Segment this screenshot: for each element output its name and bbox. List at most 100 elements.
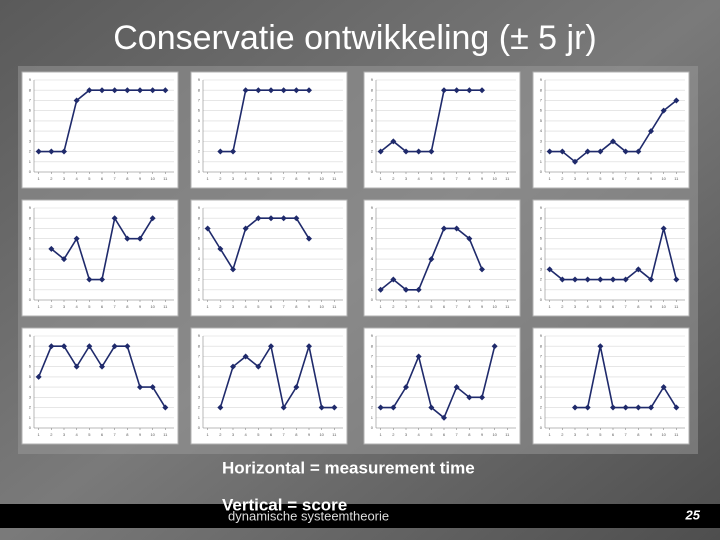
x-tick-label: 5 xyxy=(430,176,433,181)
y-tick-label: 7 xyxy=(371,354,374,359)
data-point xyxy=(377,286,384,293)
y-tick-label: 7 xyxy=(29,226,32,231)
data-point xyxy=(441,225,447,232)
y-tick-label: 9 xyxy=(198,205,201,210)
x-tick-label: 5 xyxy=(88,432,91,437)
y-tick-label: 9 xyxy=(198,77,201,82)
x-tick-label: 10 xyxy=(150,176,155,181)
x-tick-label: 11 xyxy=(163,176,168,181)
x-tick-label: 1 xyxy=(380,432,383,437)
x-tick-label: 9 xyxy=(650,176,653,181)
data-point xyxy=(584,404,591,411)
y-tick-label: 7 xyxy=(198,354,201,359)
data-point xyxy=(673,276,680,283)
y-tick-label: 0 xyxy=(29,297,32,302)
x-tick-label: 10 xyxy=(492,432,497,437)
data-point xyxy=(428,404,435,411)
data-point xyxy=(293,384,300,391)
data-point xyxy=(403,286,409,293)
x-tick-label: 7 xyxy=(625,176,628,181)
y-tick-label: 6 xyxy=(371,364,374,369)
data-point xyxy=(217,245,224,252)
y-tick-label: 7 xyxy=(198,98,201,103)
data-point xyxy=(280,215,287,222)
x-tick-label: 7 xyxy=(114,304,117,309)
x-tick-label: 6 xyxy=(443,304,446,309)
x-tick-label: 1 xyxy=(380,176,383,181)
x-tick-label: 5 xyxy=(599,176,602,181)
x-tick-label: 10 xyxy=(150,432,155,437)
y-tick-label: 1 xyxy=(371,159,374,164)
x-tick-label: 3 xyxy=(63,176,66,181)
x-tick-label: 6 xyxy=(612,304,615,309)
x-tick-label: 2 xyxy=(50,432,53,437)
x-tick-label: 2 xyxy=(561,176,564,181)
y-tick-label: 2 xyxy=(371,405,374,410)
data-point xyxy=(491,343,498,350)
data-point xyxy=(479,87,485,94)
x-tick-label: 7 xyxy=(625,432,628,437)
y-tick-label: 8 xyxy=(540,215,543,220)
data-point xyxy=(162,87,169,94)
x-tick-label: 1 xyxy=(380,304,383,309)
y-tick-label: 8 xyxy=(540,343,543,348)
y-tick-label: 3 xyxy=(29,138,32,143)
data-point xyxy=(268,343,274,350)
data-point xyxy=(99,276,105,283)
x-tick-label: 4 xyxy=(587,304,590,309)
y-tick-label: 3 xyxy=(198,266,201,271)
y-tick-label: 0 xyxy=(540,297,543,302)
x-tick-label: 1 xyxy=(38,304,41,309)
x-tick-label: 6 xyxy=(101,304,104,309)
data-point xyxy=(306,87,312,94)
data-point xyxy=(466,235,473,242)
data-point xyxy=(73,363,80,370)
x-tick-label: 5 xyxy=(430,304,433,309)
y-tick-label: 4 xyxy=(29,384,32,389)
x-tick-label: 7 xyxy=(114,176,117,181)
x-tick-label: 2 xyxy=(219,304,222,309)
data-point xyxy=(415,148,422,155)
y-tick-label: 3 xyxy=(540,266,543,271)
data-point xyxy=(597,343,604,350)
y-tick-label: 1 xyxy=(29,287,32,292)
data-point xyxy=(230,363,236,370)
x-tick-label: 5 xyxy=(430,432,433,437)
data-point xyxy=(635,148,642,155)
data-point xyxy=(377,404,384,411)
y-tick-label: 3 xyxy=(198,394,201,399)
x-tick-label: 2 xyxy=(219,432,222,437)
y-tick-label: 9 xyxy=(371,77,374,82)
y-tick-label: 8 xyxy=(371,87,374,92)
x-tick-label: 7 xyxy=(625,304,628,309)
data-point xyxy=(377,148,384,155)
y-tick-label: 9 xyxy=(540,205,543,210)
y-tick-label: 2 xyxy=(540,149,543,154)
data-point xyxy=(61,256,67,263)
y-tick-label: 6 xyxy=(198,236,201,241)
y-tick-label: 1 xyxy=(371,415,374,420)
y-tick-label: 1 xyxy=(198,159,201,164)
chart-panel xyxy=(532,199,690,317)
data-point xyxy=(204,225,211,232)
data-point xyxy=(559,276,566,283)
x-tick-label: 11 xyxy=(163,304,168,309)
y-tick-label: 8 xyxy=(198,215,201,220)
y-tick-label: 9 xyxy=(29,77,32,82)
x-tick-label: 5 xyxy=(599,432,602,437)
data-point xyxy=(441,414,447,421)
x-tick-label: 9 xyxy=(308,304,311,309)
y-tick-label: 1 xyxy=(198,287,201,292)
x-tick-label: 6 xyxy=(443,176,446,181)
x-tick-label: 5 xyxy=(599,304,602,309)
y-tick-label: 1 xyxy=(198,415,201,420)
y-tick-label: 7 xyxy=(29,354,32,359)
y-tick-label: 2 xyxy=(540,405,543,410)
data-point xyxy=(428,148,435,155)
x-tick-label: 1 xyxy=(38,432,41,437)
x-tick-label: 10 xyxy=(661,176,666,181)
y-tick-label: 8 xyxy=(371,343,374,348)
x-tick-label: 3 xyxy=(574,304,577,309)
x-tick-label: 7 xyxy=(456,176,459,181)
x-tick-label: 8 xyxy=(468,304,471,309)
